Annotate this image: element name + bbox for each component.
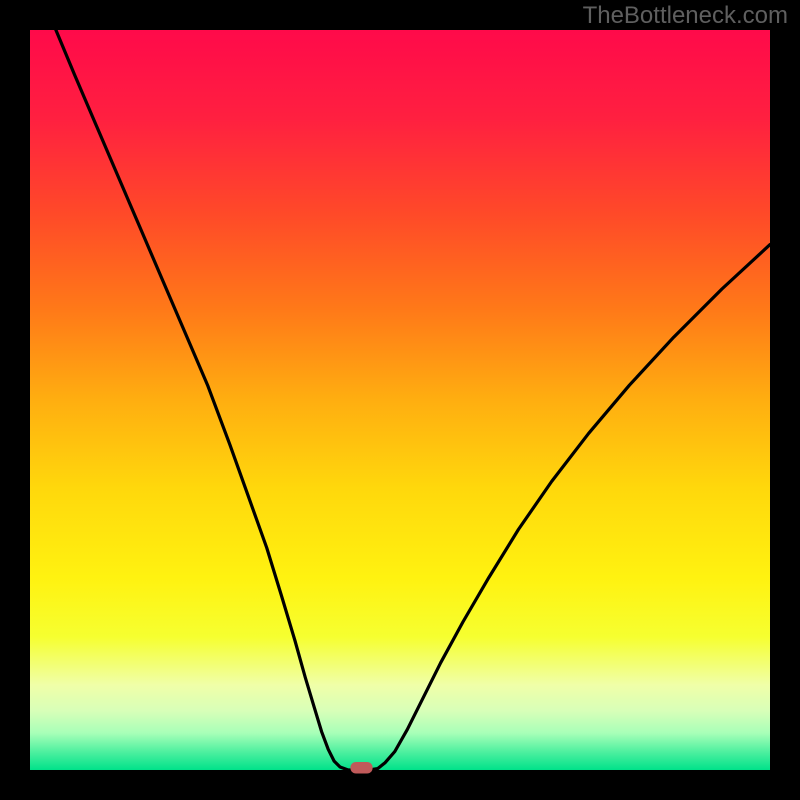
chart-container: { "watermark": { "text": "TheBottleneck.… bbox=[0, 0, 800, 800]
bottleneck-chart bbox=[0, 0, 800, 800]
watermark-text: TheBottleneck.com bbox=[583, 2, 788, 30]
optimum-marker bbox=[350, 762, 372, 773]
gradient-background bbox=[30, 30, 770, 770]
